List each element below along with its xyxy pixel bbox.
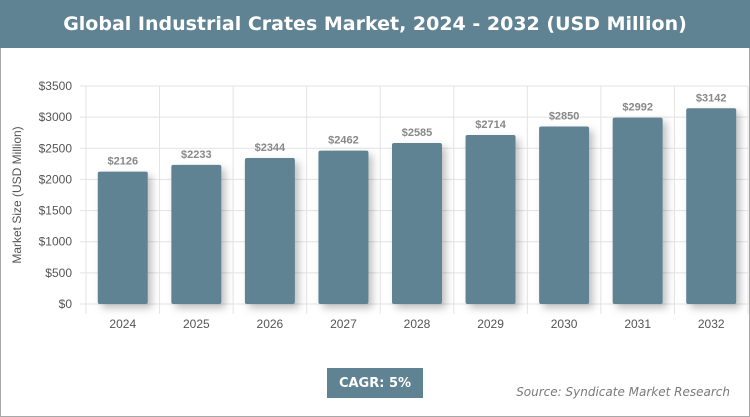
y-axis-label: Market Size (USD Million) xyxy=(10,126,24,263)
y-tick-label: $2000 xyxy=(39,172,73,186)
x-tick-label: 2026 xyxy=(257,317,284,331)
bar-2025 xyxy=(171,164,222,304)
bar-2026 xyxy=(244,158,295,304)
data-label: $3142 xyxy=(696,92,727,104)
data-label: $2714 xyxy=(475,119,506,131)
data-label: $2344 xyxy=(255,142,286,154)
bar-2024 xyxy=(97,171,148,304)
x-tick-label: 2030 xyxy=(551,317,578,331)
bar-2030 xyxy=(539,126,590,304)
bar-2028 xyxy=(392,142,442,304)
y-tick-label: $3500 xyxy=(39,79,73,93)
x-tick-label: 2028 xyxy=(404,317,431,331)
x-tick-label: 2025 xyxy=(183,317,210,331)
x-tick-label: 2024 xyxy=(109,317,136,331)
data-label: $2126 xyxy=(107,156,138,168)
bar-2027 xyxy=(318,150,369,304)
y-tick-label: $500 xyxy=(45,266,72,280)
x-tick-label: 2031 xyxy=(624,317,651,331)
bar-2032 xyxy=(686,108,737,305)
data-label: $2992 xyxy=(622,102,653,114)
data-label: $2233 xyxy=(181,149,212,161)
y-tick-label: $2500 xyxy=(39,141,73,155)
x-tick-label: 2029 xyxy=(477,317,504,331)
data-label: $2462 xyxy=(328,135,359,147)
bar-2031 xyxy=(612,117,663,304)
y-tick-label: $3000 xyxy=(39,110,73,124)
cagr-badge: CAGR: 5% xyxy=(327,368,423,398)
data-label: $2585 xyxy=(402,127,433,139)
x-tick-label: 2032 xyxy=(698,317,725,331)
y-tick-label: $0 xyxy=(59,297,73,311)
data-label: $2850 xyxy=(549,110,580,122)
bar-2029 xyxy=(465,134,516,304)
y-tick-label: $1500 xyxy=(39,204,73,218)
y-tick-label: $1000 xyxy=(39,235,73,249)
chart-title: Global Industrial Crates Market, 2024 - … xyxy=(0,0,750,48)
source-note: Source: Syndicate Market Research xyxy=(516,385,730,399)
x-tick-label: 2027 xyxy=(330,317,357,331)
